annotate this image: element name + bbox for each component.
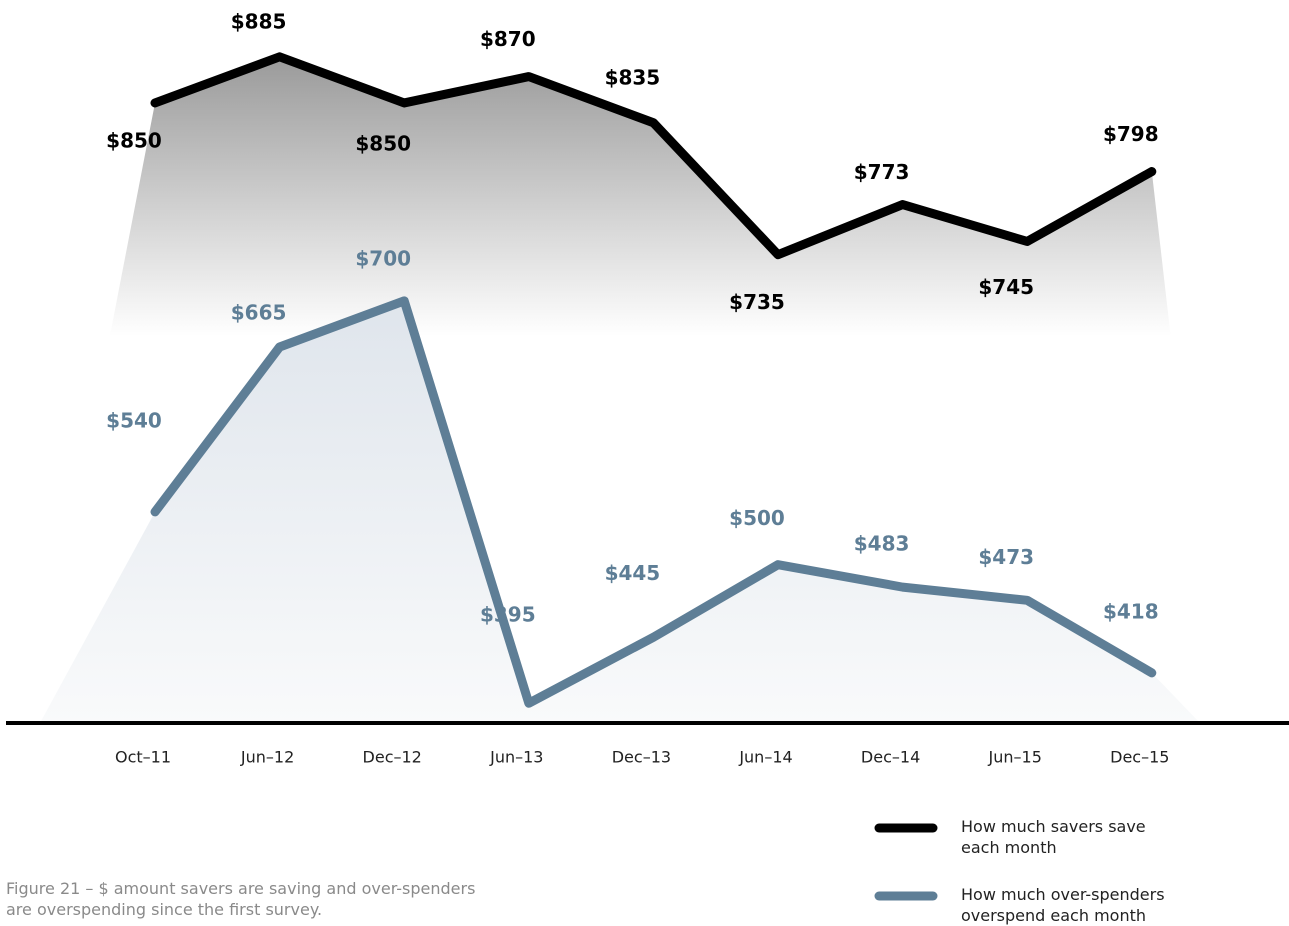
data-label: $540 [106, 408, 162, 432]
x-tick-label: Oct–11 [115, 748, 171, 767]
data-label: $745 [978, 275, 1034, 299]
x-tick-label: Dec–12 [363, 748, 422, 767]
data-label: $798 [1103, 122, 1159, 146]
x-tick-label: Jun–15 [988, 748, 1042, 767]
data-label: $700 [355, 246, 411, 270]
data-label: $500 [729, 506, 785, 530]
data-label: $885 [231, 9, 287, 33]
x-tick-label: Jun–13 [489, 748, 543, 767]
legend-label: How much over-spenders overspend each mo… [961, 885, 1165, 925]
x-tick-label: Dec–15 [1110, 748, 1169, 767]
data-label: $850 [355, 131, 411, 155]
x-tick-label: Jun–14 [738, 748, 792, 767]
data-label: $850 [106, 128, 162, 152]
data-label: $483 [854, 532, 910, 556]
legend-label: How much savers save each month [961, 817, 1146, 857]
caption: Figure 21 – $ amount savers are saving a… [6, 879, 476, 919]
area [40, 300, 1200, 723]
x-tick-label: Dec–14 [861, 748, 920, 767]
data-label: $773 [854, 160, 910, 184]
x-tick-label: Jun–12 [240, 748, 294, 767]
line [150, 52, 1157, 260]
data-label: $445 [605, 561, 661, 585]
data-label: $870 [480, 27, 536, 51]
data-label: $665 [231, 301, 287, 325]
x-tick-label: Dec–13 [612, 748, 671, 767]
line [150, 296, 1157, 708]
data-label: $418 [1103, 599, 1159, 623]
data-label: $835 [605, 65, 661, 89]
data-label: $395 [480, 603, 536, 627]
data-label: $735 [729, 290, 785, 314]
data-label: $473 [978, 545, 1034, 569]
